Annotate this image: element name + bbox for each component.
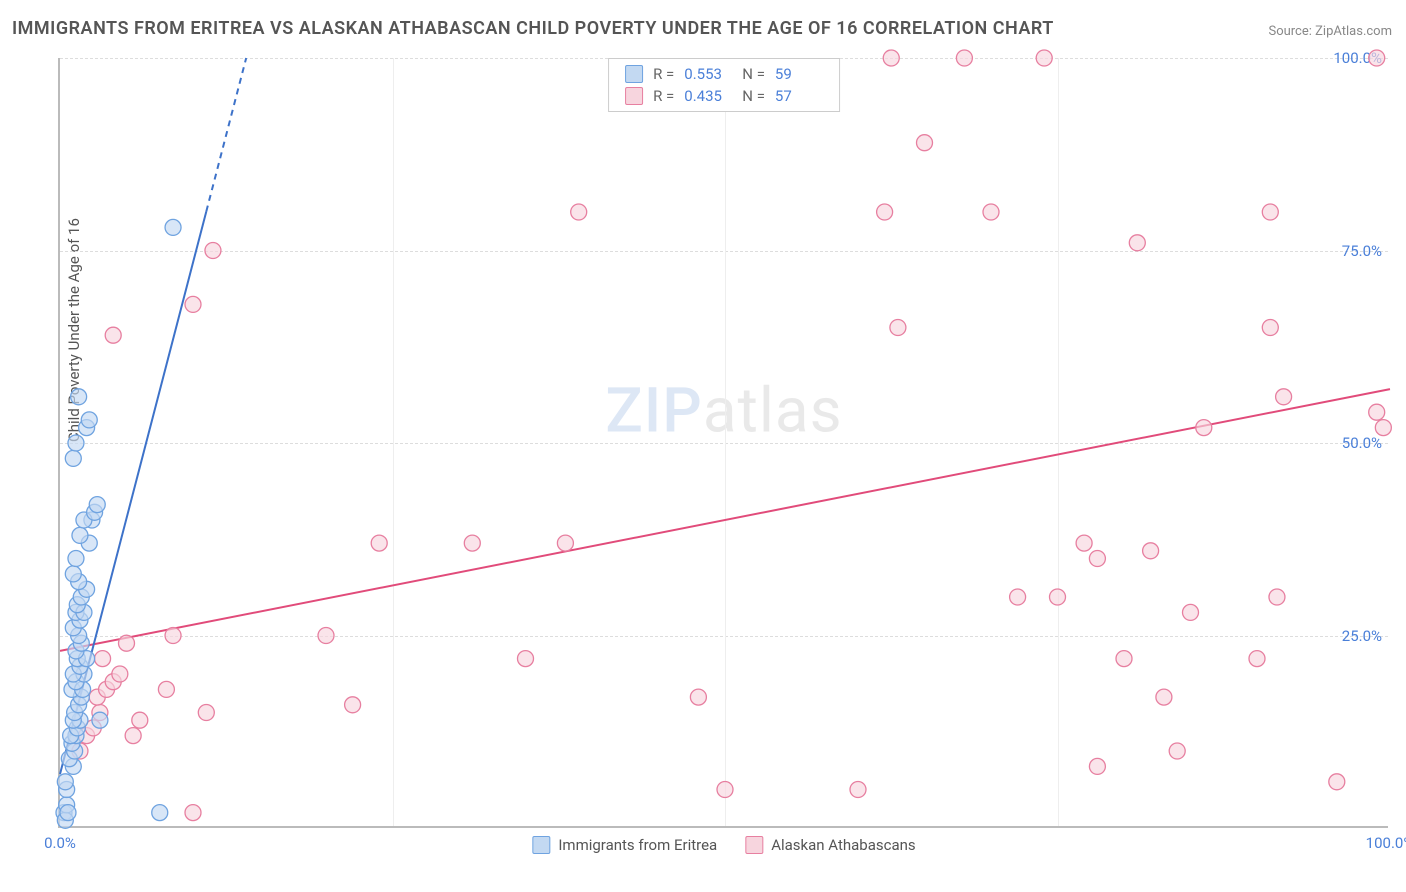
- legend-item-2: Alaskan Athabascans: [745, 836, 915, 854]
- swatch-blue: [625, 65, 643, 83]
- n-label: N =: [742, 87, 765, 105]
- r-value-1: 0.553: [684, 65, 732, 83]
- legend-item-1: Immigrants from Eritrea: [532, 836, 717, 854]
- chart-title: IMMIGRANTS FROM ERITREA VS ALASKAN ATHAB…: [12, 18, 1054, 39]
- stat-box: R = 0.553 N = 59 R = 0.435 N = 57: [608, 58, 840, 112]
- r-label: R =: [653, 87, 674, 105]
- n-value-2: 57: [775, 87, 823, 105]
- n-label: N =: [742, 65, 765, 83]
- source-label: Source: ZipAtlas.com: [1268, 24, 1392, 39]
- x-tick-label: 100.0%: [1366, 834, 1406, 852]
- swatch-pink: [745, 836, 763, 854]
- swatch-pink: [625, 87, 643, 105]
- swatch-blue: [532, 836, 550, 854]
- r-label: R =: [653, 65, 674, 83]
- n-value-1: 59: [775, 65, 823, 83]
- stat-row-series-1: R = 0.553 N = 59: [625, 65, 823, 83]
- legend-label-1: Immigrants from Eritrea: [558, 836, 717, 854]
- r-value-2: 0.435: [684, 87, 732, 105]
- x-tick-label: 0.0%: [44, 834, 76, 852]
- legend-label-2: Alaskan Athabascans: [771, 836, 915, 854]
- plot-area: Child Poverty Under the Age of 16 ZIPatl…: [58, 58, 1388, 828]
- legend: Immigrants from Eritrea Alaskan Athabasc…: [532, 836, 915, 854]
- scatter-svg: [60, 58, 1388, 826]
- stat-row-series-2: R = 0.435 N = 57: [625, 87, 823, 105]
